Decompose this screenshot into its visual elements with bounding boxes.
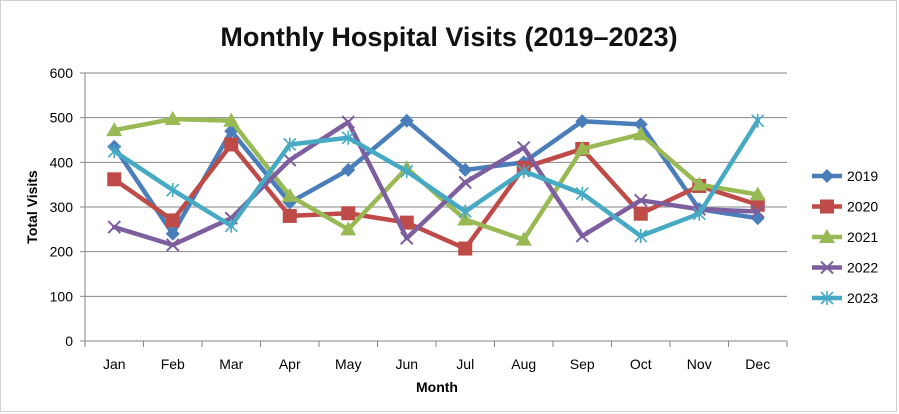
y-tick-label: 400: [50, 154, 74, 170]
data-point: [633, 206, 648, 221]
y-tick-label: 500: [50, 110, 74, 126]
legend-label: 2023: [847, 290, 878, 306]
y-tick-label: 200: [50, 244, 74, 260]
data-point: [458, 241, 473, 256]
data-point: [751, 113, 765, 128]
data-point: [692, 206, 706, 221]
data-point: [820, 199, 834, 214]
legend-label: 2019: [847, 168, 878, 184]
data-point: [633, 117, 648, 132]
data-point: [399, 113, 414, 128]
y-tick-label: 600: [50, 65, 74, 81]
x-tick-label: Jun: [395, 356, 418, 372]
series-line: [112, 119, 760, 248]
data-point: [751, 204, 765, 219]
data-point: [341, 206, 356, 221]
data-point: [341, 162, 356, 177]
chart-title: Monthly Hospital Visits (2019–2023): [220, 22, 677, 52]
data-point: [517, 164, 531, 179]
legend-item: 2023: [812, 290, 878, 306]
y-tick-label: 100: [50, 288, 74, 304]
data-point: [107, 172, 122, 187]
legend-item: 2021: [812, 229, 878, 245]
x-tick-label: Oct: [630, 356, 652, 372]
legend-label: 2020: [847, 199, 878, 215]
x-tick-label: May: [335, 356, 361, 372]
x-axis-ticks: Jan Feb Mar Apr May Jun Jul Aug Sep Oct Nov Dec: [84, 341, 788, 372]
data-point: [224, 218, 238, 233]
data-point: [224, 137, 239, 152]
series-line: [112, 116, 760, 242]
legend-label: 2021: [847, 229, 878, 245]
x-tick-label: Aug: [511, 356, 536, 372]
data-point: [458, 175, 472, 190]
data-point: [517, 140, 531, 155]
data-point: [820, 169, 834, 183]
x-tick-label: Jul: [456, 356, 474, 372]
data-point: [107, 220, 121, 234]
data-point: [457, 211, 474, 226]
data-point: [691, 176, 708, 191]
legend-item: 2019: [812, 168, 878, 184]
data-point: [399, 215, 414, 230]
data-point: [106, 122, 123, 137]
data-point: [819, 229, 835, 243]
data-point: [575, 186, 589, 201]
data-point: [164, 111, 181, 126]
data-point: [282, 208, 297, 223]
data-point: [820, 291, 834, 305]
data-point: [107, 144, 121, 159]
data-point: [458, 162, 473, 177]
x-tick-label: Jan: [103, 356, 126, 372]
data-point: [749, 186, 766, 201]
series-2022: [107, 115, 765, 252]
series-line: [112, 142, 760, 251]
data-point: [574, 140, 591, 155]
data-point: [223, 112, 240, 127]
data-point: [341, 130, 355, 145]
data-point: [283, 153, 297, 167]
data-point: [166, 238, 180, 252]
legend-label: 2022: [847, 260, 878, 276]
series-line: [112, 118, 760, 237]
legend-item: 2022: [812, 260, 878, 276]
series-2023: [107, 113, 765, 244]
data-point: [458, 204, 472, 219]
data-point: [281, 187, 298, 202]
data-point: [166, 183, 180, 198]
x-axis-title: Month: [416, 379, 458, 395]
x-tick-label: Mar: [219, 356, 243, 372]
y-tick-label: 0: [65, 333, 73, 349]
data-point: [820, 260, 834, 275]
data-point: [165, 213, 180, 228]
series-line: [112, 118, 760, 239]
data-point: [283, 137, 297, 152]
data-point: [400, 231, 414, 245]
data-point: [632, 126, 649, 141]
x-tick-label: Nov: [687, 356, 712, 372]
x-tick-label: Apr: [279, 356, 301, 372]
x-tick-label: Sep: [570, 356, 595, 372]
y-axis-ticks: 0 100 200 300 400 500 600: [50, 65, 85, 349]
data-point: [341, 115, 355, 129]
data-point: [165, 226, 180, 241]
y-axis-title: Total Visits: [24, 170, 40, 244]
x-tick-label: Feb: [161, 356, 185, 372]
data-point: [634, 193, 648, 208]
data-point: [575, 114, 590, 129]
x-tick-label: Dec: [745, 356, 770, 372]
legend: 2019 2020 2021 2022 2023: [812, 168, 878, 306]
y-tick-label: 300: [50, 199, 74, 215]
data-point: [515, 231, 532, 246]
legend-item: 2020: [812, 199, 878, 215]
data-point: [575, 229, 589, 243]
series-lines: [106, 111, 766, 256]
data-point: [400, 164, 414, 179]
data-point: [634, 229, 648, 244]
data-point: [340, 221, 357, 236]
